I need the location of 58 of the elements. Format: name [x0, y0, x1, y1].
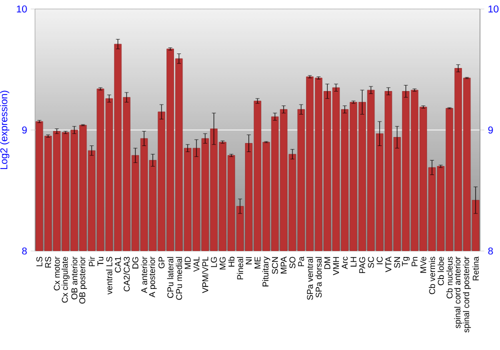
x-tick-label: GP: [158, 256, 165, 268]
x-tick-label: A posterior: [148, 256, 157, 298]
x-tick-label: VAL: [194, 256, 200, 272]
x-tick-label: MVe: [420, 256, 426, 273]
x-tick-label: Pineal: [236, 257, 244, 280]
x-tick-label: CPu medial: [176, 257, 182, 300]
y-tick-label: 9: [22, 126, 27, 134]
x-tick-label: IC: [376, 256, 383, 264]
x-tick-label: spinal cord anterior: [454, 256, 462, 328]
x-tick-label: SPa ventral: [306, 257, 313, 300]
x-tick-label: Cb vermis: [428, 256, 436, 294]
x-tick-label: VPM/VPL: [202, 256, 208, 294]
x-tick-label: RS: [45, 256, 52, 268]
x-tick-label: SO: [289, 256, 296, 268]
x-tick-label: LH: [350, 257, 356, 267]
x-tick-label: SCN: [272, 257, 278, 274]
x-tick-label: CA2/CA3: [124, 256, 130, 292]
x-tick-label: Hb: [228, 256, 234, 267]
x-tick-label: VMH: [333, 257, 339, 276]
x-tick-label: CA1: [114, 256, 121, 272]
x-tick-label: Arc: [342, 256, 348, 270]
x-tick-label: OB posterior: [79, 256, 87, 304]
x-tick-label: Tu: [97, 257, 104, 266]
x-tick-label: LG: [210, 257, 217, 268]
x-tick-label: Pa: [298, 256, 304, 266]
x-tick-label: NI: [246, 257, 252, 264]
x-tick-label: MPA: [280, 256, 287, 274]
x-tick-label: VTA: [385, 256, 392, 272]
x-tick-label: DM: [324, 257, 330, 269]
x-tick-label: Pituitary: [262, 256, 270, 286]
x-tick-label: Retina: [472, 256, 479, 280]
x-tick-label: OB anterior: [71, 256, 78, 300]
y2-tick-label: 10: [488, 5, 498, 13]
x-tick-label: SPa dorsal: [315, 257, 322, 298]
x-tick-label: ventral LS: [106, 256, 112, 295]
x-tick-label: PAG: [359, 257, 366, 274]
y2-tick-label: 9: [488, 126, 493, 134]
x-tick-label: MG: [220, 257, 226, 270]
x-tick-label: A anterior: [140, 256, 148, 294]
x-tick-label: MD: [184, 256, 191, 269]
x-tick-label: Tg: [402, 256, 410, 266]
x-tick-label: Cb nucleus: [446, 256, 453, 298]
x-tick-label: LS: [36, 256, 42, 266]
y-tick-label: 10: [16, 5, 27, 13]
x-tick-label: Pn: [412, 257, 418, 266]
y2-tick-label: 8: [488, 247, 493, 255]
x-tick-label: SC: [368, 256, 374, 268]
x-tick-label: SN: [394, 257, 400, 268]
x-tick-label: spinal cord posterior: [462, 256, 471, 332]
x-tick-label: ME: [254, 256, 260, 268]
x-tick-label: Cb lobe: [438, 256, 444, 286]
x-tick-label: DG: [132, 257, 138, 268]
y-tick-label: 8: [22, 247, 27, 255]
x-tick-label: CPu lateral: [167, 257, 174, 298]
y-axis-title: Log2 (expression): [0, 90, 10, 170]
x-tick-label: Cx cingulate: [62, 256, 70, 303]
x-tick-label: Pir: [88, 256, 95, 266]
x-tick-label: Cx motor: [54, 256, 60, 290]
